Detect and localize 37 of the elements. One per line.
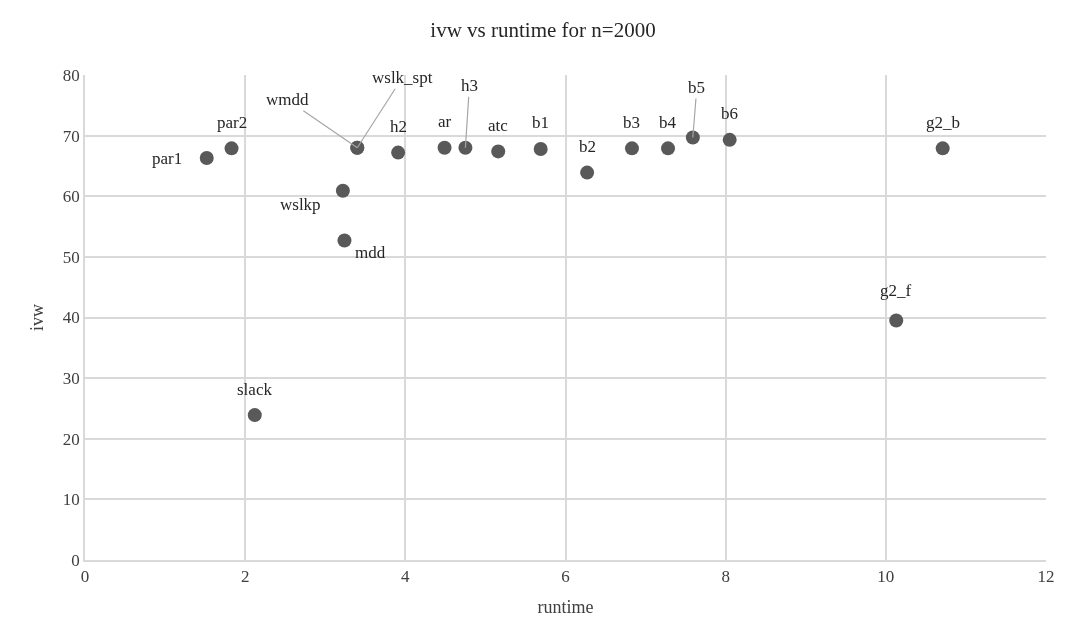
annotation: b1 bbox=[532, 113, 549, 132]
y-tick-label: 0 bbox=[71, 550, 80, 570]
y-tick-label: 30 bbox=[62, 369, 80, 389]
x-tick-label: 2 bbox=[240, 567, 250, 587]
annotation: wslk_spt bbox=[372, 68, 433, 87]
x-tick-label: 10 bbox=[877, 567, 895, 587]
annotation: h3 bbox=[461, 76, 478, 95]
annotation: slack bbox=[237, 380, 273, 399]
y-tick-label: 70 bbox=[62, 126, 80, 146]
annotation: par1 bbox=[152, 149, 183, 168]
y-tick-label: 10 bbox=[62, 490, 80, 510]
y-axis-title: ivw bbox=[26, 304, 47, 331]
x-tick-label: 4 bbox=[401, 567, 411, 587]
y-tick-label: 20 bbox=[62, 429, 80, 449]
annotation: g2_f bbox=[880, 281, 912, 300]
y-tick-label: 80 bbox=[62, 65, 80, 85]
annotation: atc bbox=[488, 116, 509, 135]
y-tick-label: 40 bbox=[62, 308, 80, 328]
x-tick-label: 6 bbox=[561, 567, 570, 587]
x-axis-title: runtime bbox=[537, 596, 594, 617]
annotation: b5 bbox=[688, 78, 705, 97]
x-tick-label: 12 bbox=[1037, 567, 1055, 587]
y-tick-label: 60 bbox=[62, 187, 80, 207]
annotation: h2 bbox=[390, 117, 407, 136]
chart-title: ivw vs runtime for n=2000 bbox=[430, 17, 656, 42]
annotation: b4 bbox=[659, 113, 677, 132]
annotation: wslkp bbox=[280, 195, 321, 214]
annotation: ar bbox=[438, 112, 452, 131]
annotation: b2 bbox=[579, 137, 596, 156]
y-tick-label: 50 bbox=[62, 247, 80, 267]
annotation: mdd bbox=[355, 243, 386, 262]
annotation: wmdd bbox=[266, 90, 309, 109]
annotation: par2 bbox=[217, 113, 248, 132]
annotation: b3 bbox=[623, 113, 640, 132]
x-tick-label: 8 bbox=[721, 567, 730, 587]
annotation: g2_b bbox=[926, 113, 960, 132]
annotation: b6 bbox=[721, 104, 738, 123]
